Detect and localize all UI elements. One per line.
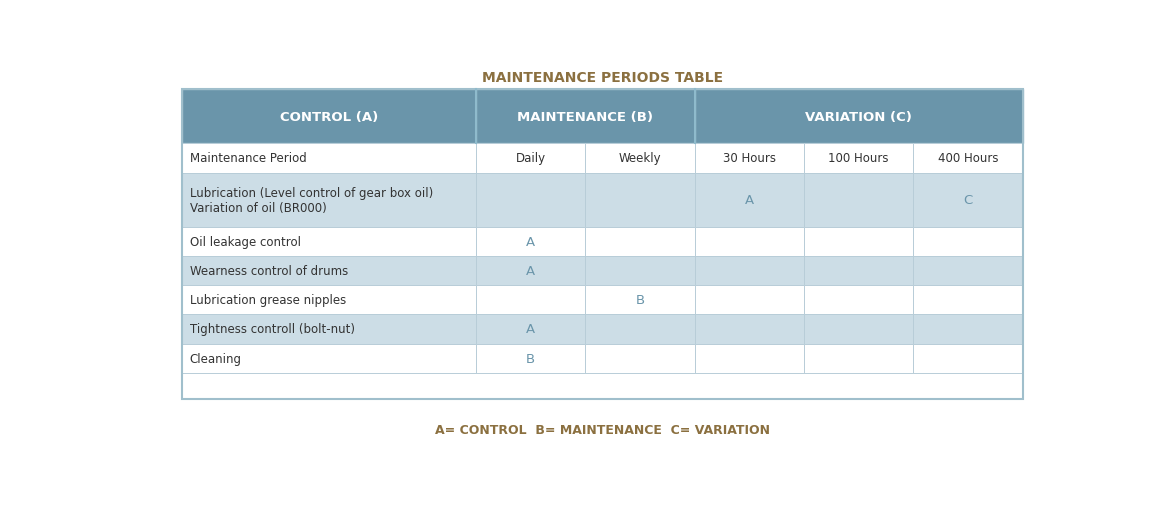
Bar [182,286,476,315]
Text: Oil leakage control: Oil leakage control [189,235,301,248]
Text: C: C [963,194,973,207]
Bar [694,256,804,286]
Bar [913,344,1022,373]
Bar [694,144,804,173]
Text: VARIATION (C): VARIATION (C) [805,110,912,124]
Text: MAINTENANCE PERIODS TABLE: MAINTENANCE PERIODS TABLE [482,71,723,85]
Bar [476,315,585,344]
Bar [804,315,913,344]
Text: 30 Hours: 30 Hours [723,152,776,165]
Bar [694,344,804,373]
Bar [585,344,694,373]
Bar [804,344,913,373]
Text: Wearness control of drums: Wearness control of drums [189,264,348,277]
Bar [913,256,1022,286]
Text: B: B [526,352,536,365]
Text: MAINTENANCE (B): MAINTENANCE (B) [517,110,653,124]
Text: A: A [526,264,536,277]
Bar [913,144,1022,173]
Text: Lubrication (Level control of gear box oil)
Variation of oil (BR000): Lubrication (Level control of gear box o… [189,186,432,214]
Bar [694,315,804,344]
Bar [476,286,585,315]
Text: A: A [526,323,536,336]
Bar [913,286,1022,315]
Text: A= CONTROL  B= MAINTENANCE  C= VARIATION: A= CONTROL B= MAINTENANCE C= VARIATION [435,423,770,436]
Bar [476,256,585,286]
Bar [694,227,804,256]
Text: Weekly: Weekly [619,152,662,165]
Text: Lubrication grease nipples: Lubrication grease nipples [189,294,345,306]
Bar [585,144,694,173]
Bar [182,315,476,344]
Bar [804,256,913,286]
Text: CONTROL (A): CONTROL (A) [280,110,378,124]
Text: Daily: Daily [516,152,545,165]
Text: Tightness controll (bolt-nut): Tightness controll (bolt-nut) [189,323,355,336]
Bar [804,144,913,173]
Text: Cleaning: Cleaning [189,352,242,365]
Text: Maintenance Period: Maintenance Period [189,152,307,165]
Bar [585,286,694,315]
Text: A: A [745,194,754,207]
Bar [182,256,476,286]
Bar [476,227,585,256]
Bar [476,144,585,173]
Bar [804,286,913,315]
Text: A: A [526,235,536,248]
Text: 100 Hours: 100 Hours [828,152,889,165]
Bar [913,227,1022,256]
Text: B: B [636,294,645,306]
Bar [804,227,913,256]
Text: 400 Hours: 400 Hours [938,152,999,165]
Bar [182,144,476,173]
Bar [476,344,585,373]
Bar [694,286,804,315]
Bar [182,344,476,373]
Bar [182,227,476,256]
Bar [585,315,694,344]
Bar [585,227,694,256]
Bar [913,315,1022,344]
Bar [585,256,694,286]
